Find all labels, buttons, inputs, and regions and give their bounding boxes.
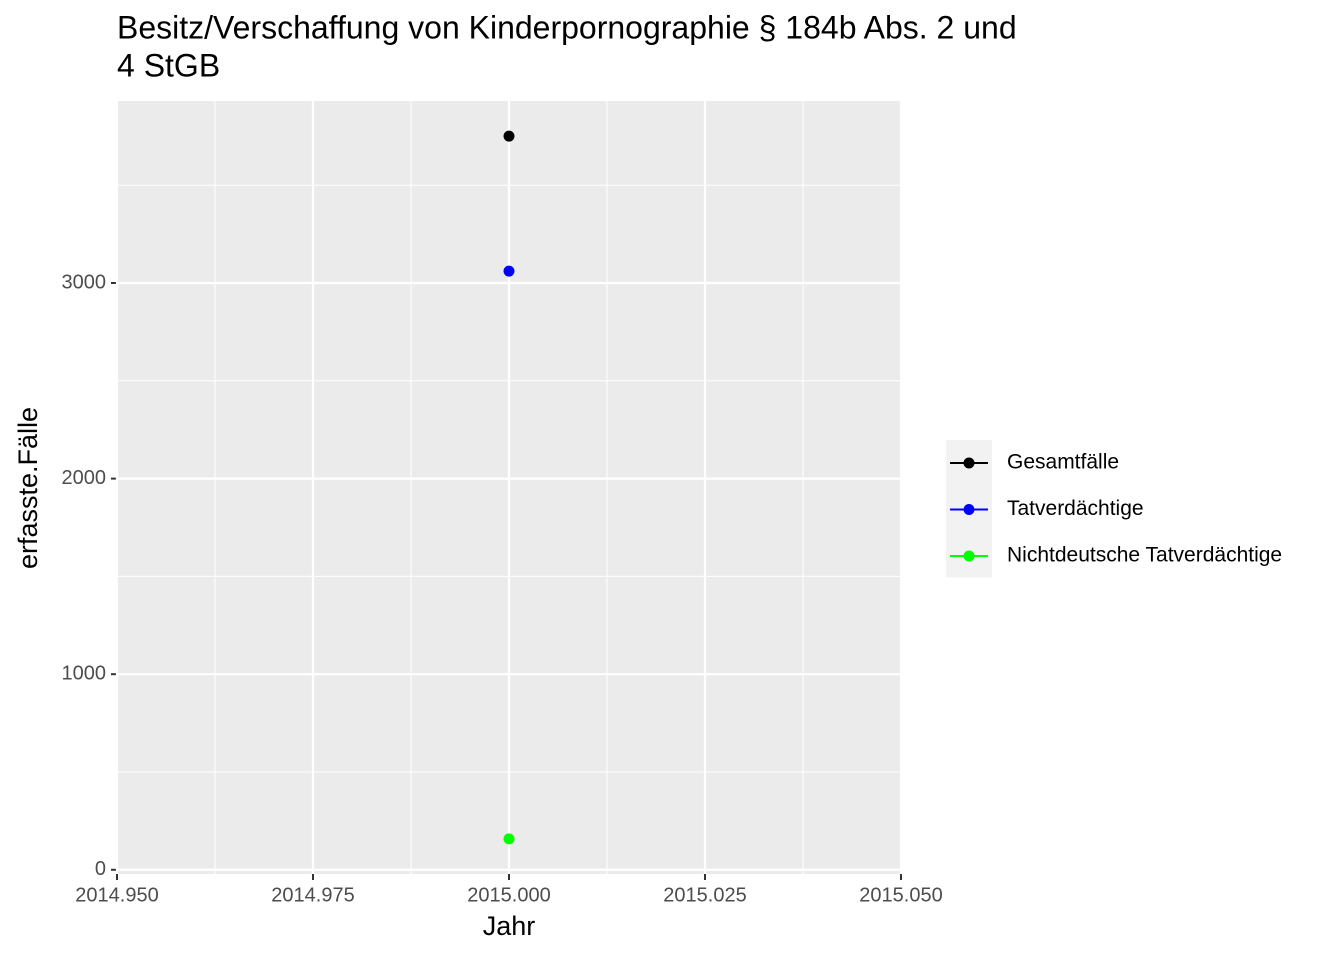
x-tick-label: 2014.950 bbox=[75, 884, 158, 906]
data-point bbox=[503, 130, 515, 142]
legend-label: Nichtdeutsche Tatverdächtige bbox=[1007, 544, 1282, 567]
legend-key-point bbox=[963, 504, 975, 515]
data-point bbox=[503, 833, 515, 845]
y-tick-label: 1000 bbox=[62, 662, 107, 684]
legend-label: Gesamtfälle bbox=[1007, 451, 1119, 474]
chart-title: Besitz/Verschaffung von Kinderpornograph… bbox=[117, 9, 1017, 45]
y-tick-label: 0 bbox=[95, 858, 106, 880]
legend-key-point bbox=[963, 550, 975, 562]
legend-key-point bbox=[963, 457, 975, 469]
y-axis-label: erfasste.Fälle bbox=[13, 407, 43, 569]
x-axis-label: Jahr bbox=[483, 911, 536, 941]
x-tick-label: 2014.975 bbox=[271, 884, 354, 906]
data-point bbox=[503, 265, 515, 277]
y-tick-label: 2000 bbox=[62, 467, 107, 489]
x-tick-label: 2015.025 bbox=[663, 884, 746, 906]
x-tick-label: 2015.050 bbox=[859, 884, 942, 906]
x-tick-label: 2015.000 bbox=[467, 884, 550, 906]
legend-label: Tatverdächtige bbox=[1007, 497, 1144, 520]
chart-title: 4 StGB bbox=[117, 47, 220, 83]
y-tick-label: 3000 bbox=[62, 271, 107, 293]
